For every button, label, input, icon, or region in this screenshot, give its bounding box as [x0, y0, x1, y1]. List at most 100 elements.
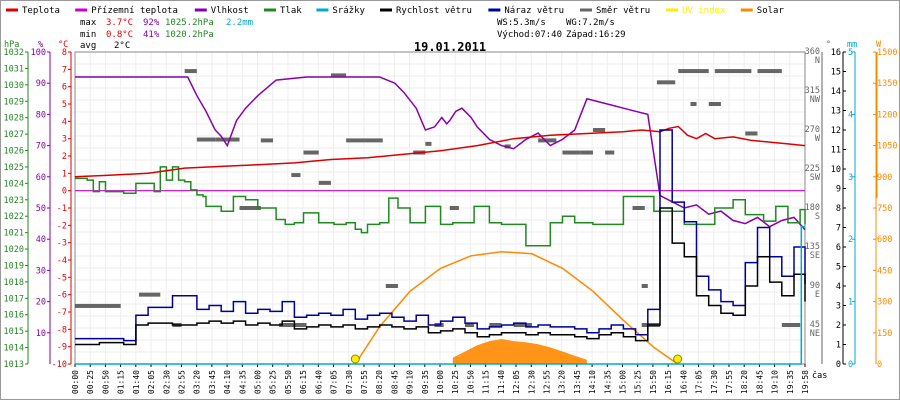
x-tick-label: 16:15 [664, 370, 673, 394]
solar-tick-label: 450 [877, 266, 892, 276]
humidity-tick-label: 50 [36, 204, 46, 214]
wind-speed-line [75, 207, 806, 346]
wind-dir-segment [781, 323, 801, 327]
wind-dir-segment [425, 141, 432, 146]
wind-dir-segment [196, 137, 216, 142]
rain-tick-label: 0 [848, 360, 853, 370]
stats-max-hum: 92% [143, 18, 160, 28]
wind-dir-tick-label: 135 [805, 242, 820, 252]
temperature-tick-label: 6 [62, 83, 67, 93]
rain-tick-label: 4 [848, 110, 853, 120]
x-tick-label: 00:25 [86, 370, 95, 394]
temperature-tick-label: -9 [57, 343, 67, 353]
wind-speed-tick-label: 15 [831, 68, 841, 78]
wind-dir-segment [656, 80, 664, 85]
temperature-tick-label: 4 [62, 117, 67, 127]
solar-tick-label: 900 [877, 173, 892, 183]
wind-dir-segment [757, 69, 782, 74]
legend-label-8: UV index [682, 6, 726, 16]
x-tick-label: 12:55 [542, 370, 551, 394]
wind-dir-segment [690, 102, 697, 106]
temperature-tick-label: -3 [57, 239, 67, 249]
x-tick-label: 19:35 [786, 370, 795, 394]
pressure-tick-label: 1028 [4, 114, 24, 124]
x-tick-label: 18:20 [740, 370, 749, 394]
wind-speed-tick-label: 14 [831, 87, 841, 97]
x-tick-label: 06:40 [314, 370, 323, 394]
x-tick-label: 08:20 [375, 370, 384, 394]
temperature-tick-label: 7 [62, 65, 67, 75]
pressure-tick-label: 1013 [4, 360, 24, 370]
solar-line [354, 250, 679, 365]
wind-dir-segment [580, 150, 593, 155]
wind-speed-tick-label: 8 [836, 204, 841, 214]
legend: Teplota Přízemní teplota Vlhkost Tlak Srážky… [6, 6, 784, 16]
wind-dir-tick-dir: SE [810, 251, 820, 261]
x-tick-label: 17:55 [725, 370, 734, 394]
temperature-tick-label: 5 [62, 100, 67, 110]
x-tick-label: 10:00 [436, 370, 445, 394]
x-tick-label: 01:40 [132, 370, 141, 394]
x-tick-label: 07:05 [330, 370, 339, 394]
wind-dir-segment [641, 284, 648, 288]
wind-dir-segment [714, 69, 752, 74]
humidity-tick-label: 40 [36, 235, 46, 245]
wind-speed-tick-label: 11 [831, 146, 841, 156]
temperature-tick-label: -2 [57, 221, 67, 231]
rain-tick-label: 1 [848, 298, 853, 308]
humidity-tick-label: 20 [36, 298, 46, 308]
wind-speed-tick-label: 7 [836, 224, 841, 234]
wind-dir-tick-label: 45 [810, 320, 820, 330]
humidity-tick-label: 80 [36, 110, 46, 120]
temperature-line [74, 125, 806, 178]
humidity-tick-label: 100 [31, 48, 46, 58]
x-tick-label: 05:25 [269, 370, 278, 394]
x-tick-label: 03:45 [208, 370, 217, 394]
x-tick-label: 12:05 [512, 370, 521, 394]
solar-tick-label: 600 [877, 235, 892, 245]
wind-speed-tick-label: 4 [836, 282, 841, 292]
wind-dir-tick-dir: NW [810, 95, 821, 105]
x-tick-label: 15:50 [649, 370, 658, 394]
wind-dir-segment [513, 323, 533, 327]
wind-dir-segment [239, 206, 261, 210]
wind-dir-axis-unit: ° [826, 40, 831, 50]
pressure-axis-unit: hPa [4, 40, 19, 50]
humidity-tick-label: 90 [36, 79, 46, 89]
x-tick-label: 00:50 [101, 370, 110, 394]
x-tick-label: 14:10 [588, 370, 597, 394]
temperature-tick-label: 0 [62, 187, 67, 197]
wind-dir-tick-label: 315 [805, 86, 820, 96]
wind-dir-tick-label: 360 [805, 47, 820, 57]
solar-tick-label: 300 [877, 298, 892, 308]
legend-label-7: Směr větru [596, 6, 650, 16]
x-tick-label: 07:55 [360, 370, 369, 394]
chart-title: 19.01.2011 [414, 40, 486, 54]
wind-dir-segment [303, 150, 319, 155]
x-tick-label: 19:58 [801, 370, 810, 394]
wind-dir-tick-label: 90 [810, 281, 820, 291]
x-tick-label: 15:25 [634, 370, 643, 394]
wind-dir-segment [318, 180, 331, 185]
wind-speed-tick-label: 1 [836, 341, 841, 351]
legend-label-3: Tlak [280, 6, 302, 16]
temperature-tick-label: -10 [52, 360, 67, 370]
stats-max-label: max [80, 18, 97, 28]
legend-label-6: Náraz větru [504, 6, 564, 16]
x-tick-label: 09:10 [406, 370, 415, 394]
temperature-tick-label: -6 [57, 291, 67, 301]
temperature-tick-label: -8 [57, 325, 67, 335]
wind-speed-tick-label: 13 [831, 107, 841, 117]
x-tick-label: 19:10 [771, 370, 780, 394]
wind-speed-tick-label: 16 [831, 48, 841, 58]
x-axis-label: čas [812, 370, 827, 381]
wind-dir-segment [708, 102, 721, 106]
solar-tick-label: 1350 [877, 79, 897, 89]
x-tick-label: 17:30 [710, 370, 719, 394]
wind-speed-tick-label: 9 [836, 185, 841, 195]
stats-max-temp: 3.7°C [106, 18, 133, 28]
humidity-line [75, 76, 806, 231]
